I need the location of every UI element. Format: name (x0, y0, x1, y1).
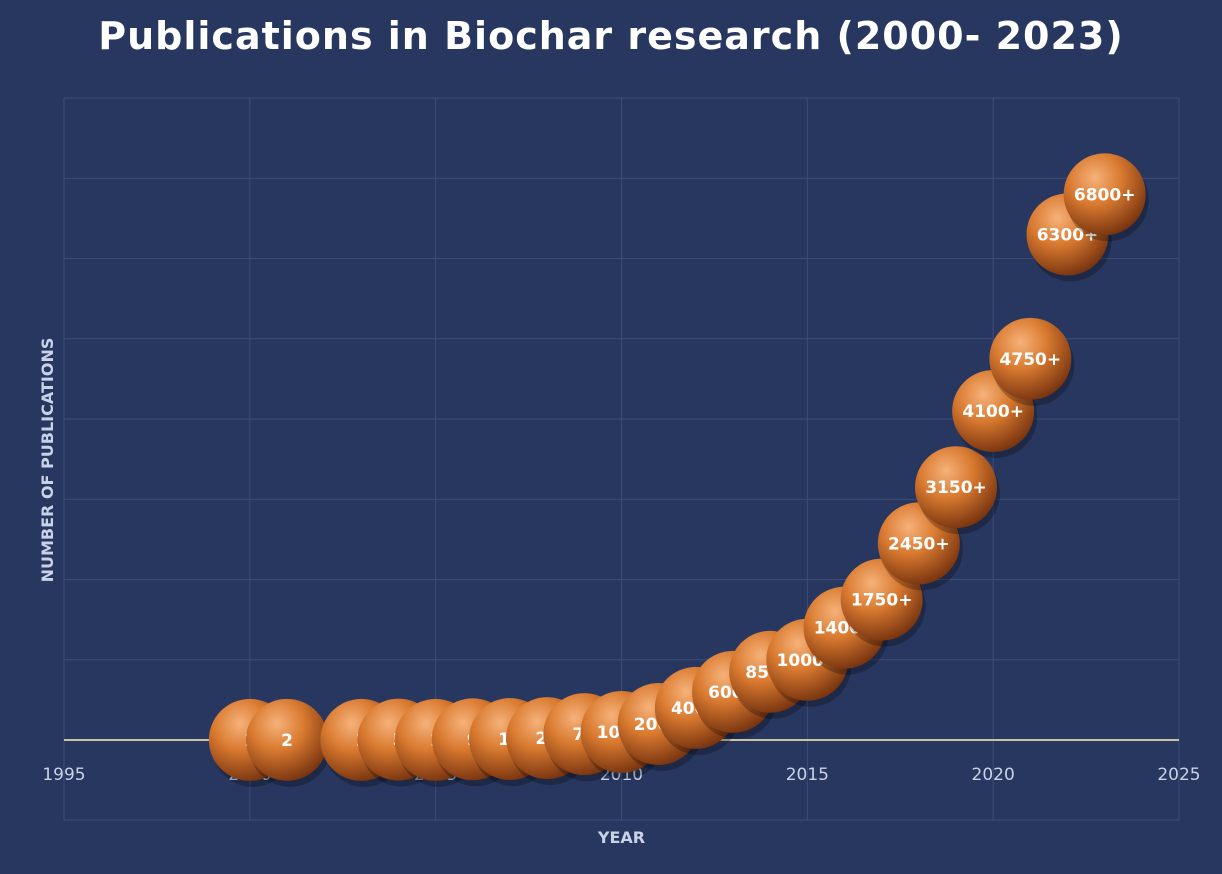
x-tick-label: 2020 (972, 765, 1015, 785)
bubble-value-label: 2 (281, 731, 293, 751)
x-axis-title: YEAR (597, 828, 645, 847)
bubble-value-label: 3150+ (925, 478, 987, 498)
bubble-value-label: 4750+ (1000, 350, 1062, 370)
data-point: 4750+ (989, 317, 1075, 406)
chart-title: Publications in Biochar research (2000- … (98, 14, 1124, 58)
x-tick-label: 1995 (42, 765, 85, 785)
bubble-marker (1063, 153, 1146, 236)
bubble-marker (246, 698, 328, 781)
bubble-value-label: 2450+ (888, 534, 950, 554)
y-axis-title: NUMBER OF PUBLICATIONS (38, 338, 57, 583)
data-point: 6800+ (1063, 153, 1149, 242)
data-point: 2 (246, 698, 331, 787)
x-tick-label: 2025 (1157, 765, 1200, 785)
data-point: 3150+ (915, 446, 1000, 535)
data-point: 2450+ (877, 502, 963, 591)
bubble-value-label: 1750+ (851, 591, 913, 611)
bubble-marker (989, 317, 1072, 400)
x-tick-label: 2015 (786, 765, 829, 785)
bubble-value-label: 6300+ (1037, 225, 1099, 245)
bubble-value-label: 6800+ (1074, 185, 1136, 205)
bubble-value-label: 4100+ (962, 402, 1024, 422)
bubble-marker (915, 446, 997, 529)
